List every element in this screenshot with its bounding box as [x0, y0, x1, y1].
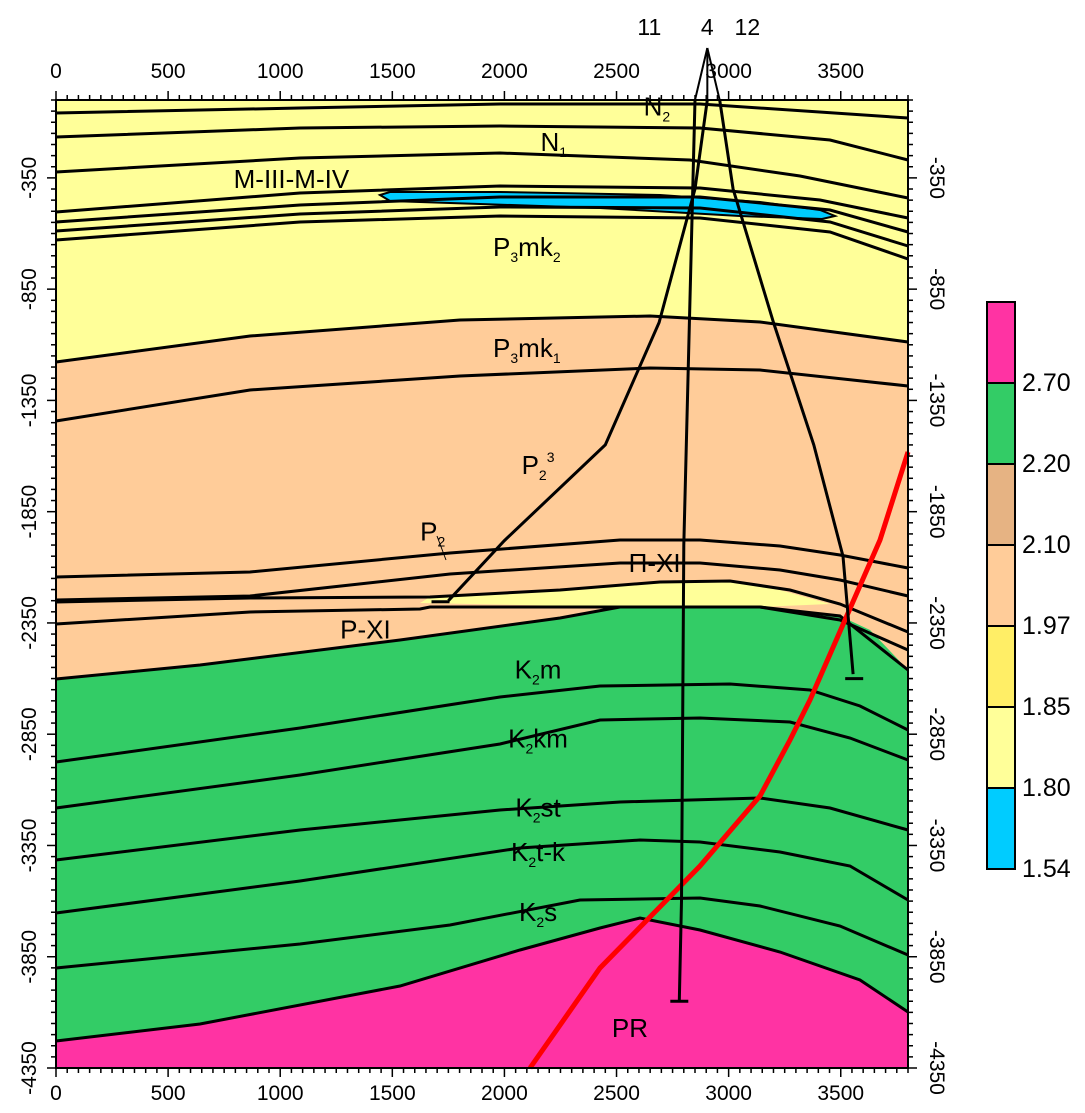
unit-label-K2st: K2st	[515, 793, 561, 826]
x-bottom-tick-label: 3000	[705, 1082, 752, 1105]
well-path-11	[677, 99, 697, 1002]
unit-label-K2t-k: K2t-k	[511, 837, 566, 870]
upper-beds-fill	[56, 100, 908, 362]
y-left-tick-label: -350	[18, 157, 41, 199]
horizon-line-20	[55, 916, 909, 1043]
y-right-tick-label: -2850	[925, 707, 948, 761]
y-right-tick-label: -350	[925, 157, 948, 199]
unit-label-P-XI: P-XI	[340, 615, 391, 645]
y-right-tick-label: -2350	[925, 596, 948, 650]
x-bottom-tick-label: 0	[50, 1082, 62, 1105]
well-label-11: 11	[637, 14, 661, 40]
legend-swatch-7	[986, 787, 1016, 870]
fault-line	[527, 451, 911, 1070]
x-bottom-tick-label: 3500	[817, 1082, 864, 1105]
x-bottom-tick-label: 1500	[369, 1082, 416, 1105]
horizon-line-1	[55, 102, 909, 120]
unit-label-PR: PR	[612, 1013, 648, 1043]
y-left-tick-label: -1850	[18, 485, 41, 539]
x-top-tick-label: 2000	[481, 60, 528, 83]
unit-label-K2km: K2km	[508, 724, 568, 757]
unit-label-K2s: K2s	[519, 897, 557, 930]
unit-label-M-III-M-IV: M-III-M-IV	[234, 164, 350, 194]
y-left-tick-label: -850	[18, 268, 41, 310]
horizon-line-11	[55, 561, 909, 602]
legend-swatch-6	[986, 706, 1016, 789]
unit-label-P2: P23	[522, 449, 555, 483]
y-left-tick-label: -1350	[18, 374, 41, 428]
x-bottom-tick-label: 500	[151, 1082, 186, 1105]
y-left-tick-label: -3350	[18, 819, 41, 873]
legend-label-7: 1.54	[1022, 855, 1071, 883]
horizon-line-2	[55, 124, 909, 162]
y-left-tick-label: -2350	[18, 596, 41, 650]
legend-label-6: 1.80	[1022, 774, 1071, 802]
horizon-line-5	[55, 195, 909, 234]
well-head-line-12	[706, 47, 721, 101]
legend-swatch-3	[986, 463, 1016, 546]
horizon-line-18	[55, 838, 909, 915]
x-top-tick-label: 500	[151, 60, 186, 83]
legend-swatch-1	[986, 301, 1016, 384]
horizon-line-8	[55, 314, 909, 364]
y-right-tick-label: -4350	[925, 1041, 948, 1095]
x-bottom-tick-label: 1000	[257, 1082, 304, 1105]
well-path-12	[718, 99, 855, 675]
horizon-line-14	[55, 605, 909, 681]
well-label-12: 12	[735, 14, 761, 40]
well-head-line-11	[694, 47, 709, 101]
horizon-line-10	[55, 538, 909, 579]
x-top-tick-label: 1000	[257, 60, 304, 83]
x-top-tick-label: 1500	[369, 60, 416, 83]
legend-label-1: 2.70	[1022, 369, 1071, 397]
legend-label-4: 1.97	[1022, 612, 1071, 640]
legend-label-5: 1.85	[1022, 693, 1071, 721]
horizon-line-16	[55, 716, 909, 810]
legend-label-3: 2.10	[1022, 531, 1071, 559]
unit-label-П-XI: П-XI	[629, 548, 681, 578]
horizon-line-7	[55, 214, 909, 261]
basement-fill	[56, 918, 908, 1068]
unit-label-P3mk2: P3mk2	[493, 232, 561, 265]
x-top-tick-label: 3500	[817, 60, 864, 83]
x-bottom-tick-label: 2500	[593, 1082, 640, 1105]
y-left-tick-label: -2850	[18, 707, 41, 761]
y-right-tick-label: -850	[925, 268, 948, 310]
y-left-tick-label: -3850	[18, 930, 41, 984]
x-top-tick-label: 3000	[705, 60, 752, 83]
legend-label-2: 2.20	[1022, 450, 1071, 478]
legend-swatch-5	[986, 625, 1016, 708]
unit-label-K2m: K2m	[515, 655, 562, 688]
well-label-4: 4	[701, 14, 714, 40]
legend-swatch-4	[986, 544, 1016, 627]
unit-label-N2: N2	[644, 92, 671, 125]
horizon-line-6	[55, 205, 909, 248]
horizon-line-9	[55, 366, 909, 423]
well-path-4	[447, 99, 709, 602]
x-top-tick-label: 2500	[593, 60, 640, 83]
horizon-line-3	[55, 151, 909, 200]
px-reservoir-fill	[420, 581, 830, 607]
horizon-line-19	[55, 896, 909, 970]
horizon-line-12	[55, 579, 909, 634]
y-right-tick-label: -1850	[925, 485, 948, 539]
unit-label-P2: P2	[420, 517, 445, 550]
y-right-tick-label: -3350	[925, 819, 948, 873]
horizon-line-4	[55, 184, 909, 220]
unit-label-N1: N1	[540, 127, 567, 160]
y-right-tick-label: -3850	[925, 930, 948, 984]
x-top-tick-label: 0	[50, 60, 62, 83]
unit-label-P3mk1: P3mk1	[493, 333, 561, 366]
legend-swatch-2	[986, 382, 1016, 465]
horizon-line-17	[55, 796, 909, 862]
y-left-tick-label: -4350	[18, 1041, 41, 1095]
horizon-line-13	[55, 605, 909, 652]
horizon-line-15	[55, 682, 909, 764]
x-bottom-tick-label: 2000	[481, 1082, 528, 1105]
p2-leader-line	[436, 535, 447, 561]
y-right-tick-label: -1350	[925, 374, 948, 428]
